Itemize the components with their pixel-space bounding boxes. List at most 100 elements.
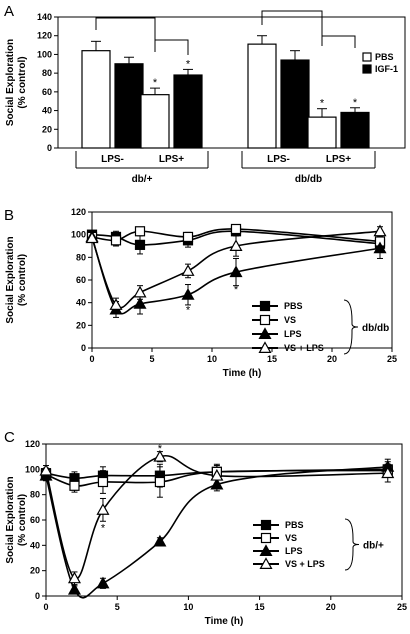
legend-marker	[258, 327, 272, 339]
significance-star: *	[158, 443, 163, 455]
x-tick-label: 0	[89, 354, 94, 364]
subgroup-label: LPS-	[101, 154, 124, 165]
bar	[114, 63, 144, 149]
y-tick-label: 100	[25, 464, 40, 474]
y-axis-title-line: (% control)	[17, 494, 28, 546]
y-axis-title-line: Social Exploration	[5, 236, 16, 323]
subgroup-label: LPS+	[326, 154, 351, 165]
data-point	[96, 503, 110, 515]
y-tick-label: 80	[30, 490, 40, 500]
data-point	[210, 477, 224, 490]
data-point	[229, 265, 243, 278]
y-tick-label: 40	[76, 298, 86, 308]
data-point	[230, 223, 242, 235]
data-point	[381, 466, 395, 479]
legend-label: VS + LPS	[284, 343, 324, 353]
data-point	[181, 264, 195, 276]
bar	[140, 94, 170, 149]
bar	[81, 50, 111, 149]
significance-star: *	[101, 523, 106, 535]
y-tick-label: 120	[25, 439, 40, 449]
y-tick-label: 120	[37, 31, 52, 41]
legend-label: PBS	[375, 52, 394, 62]
y-axis-title-line: (% control)	[17, 56, 28, 108]
bar	[340, 111, 370, 149]
y-tick-label: 140	[37, 12, 52, 22]
data-point	[134, 239, 146, 250]
bar	[307, 116, 337, 149]
y-tick-label: 100	[37, 49, 52, 59]
y-tick-label: 40	[30, 540, 40, 550]
y-tick-label: 80	[42, 68, 52, 78]
data-point	[182, 231, 194, 243]
panel-b: B 0 20 40 60 80 100 120 0 5 10 15 20 25 Time (h) Social…	[4, 207, 397, 379]
legend-label: PBS	[285, 520, 304, 530]
legend-group-label: db/+	[363, 541, 384, 552]
legend-marker	[259, 314, 271, 326]
x-tick-label: 20	[326, 602, 336, 612]
comparison-bracket	[321, 35, 356, 48]
panel-c: C 0 20 40 60 80 100 120 0 5 10 15 20 25 Time (h) Social…	[4, 429, 407, 627]
bar	[173, 74, 203, 149]
legend-marker	[260, 519, 272, 531]
legend-marker	[259, 544, 273, 557]
data-point	[97, 476, 109, 488]
x-tick-label: 20	[327, 354, 337, 364]
data-point	[69, 480, 80, 491]
legend-label: VS	[285, 533, 297, 543]
comparison-bracket	[95, 17, 156, 52]
data-point	[133, 285, 147, 298]
significance-star: *	[153, 77, 158, 89]
x-tick-label: 0	[43, 602, 48, 612]
y-axis-title-line: (% control)	[17, 254, 28, 306]
legend-group-label: db/db	[362, 323, 389, 334]
panel-letter: B	[4, 207, 14, 224]
data-point	[153, 534, 167, 547]
y-tick-label: 20	[30, 566, 40, 576]
x-tick-label: 15	[267, 354, 277, 364]
legend-marker	[258, 341, 272, 353]
panel-letter-a: A	[4, 3, 14, 20]
y-tick-label: 100	[71, 230, 86, 240]
y-tick-label: 60	[42, 87, 52, 97]
panel-letter: C	[4, 429, 15, 446]
y-tick-label: 0	[35, 591, 40, 601]
x-tick-label: 10	[207, 354, 217, 364]
data-point	[96, 576, 110, 589]
legend-marker	[260, 532, 272, 544]
data-point	[153, 449, 167, 462]
y-tick-label: 60	[76, 275, 86, 285]
legend-label: IGF-1	[375, 64, 398, 74]
x-tick-label: 5	[115, 602, 120, 612]
legend-label: LPS	[284, 329, 302, 339]
group-label: db/db	[295, 174, 322, 185]
data-point	[373, 224, 387, 237]
subgroup-label: LPS-	[267, 154, 290, 165]
data-point	[109, 298, 123, 310]
data-point	[134, 226, 146, 237]
y-axis-title-line: Social Exploration	[5, 476, 16, 563]
x-tick-label: 15	[255, 602, 265, 612]
subgroup-label: LPS+	[159, 154, 184, 165]
bar	[280, 59, 310, 149]
series-line	[45, 454, 388, 580]
legend-label: VS	[284, 315, 296, 325]
data-point	[229, 239, 243, 251]
y-axis-title: Social Exploration (% control)	[5, 476, 28, 563]
panel-a: A 0 20 40 60 80 100 120 140 Social Exploration (% …	[4, 3, 406, 185]
data-point	[39, 463, 53, 476]
legend-label: LPS	[285, 546, 303, 556]
data-point	[85, 231, 99, 244]
data-point	[67, 571, 81, 584]
legend-swatch	[362, 64, 372, 74]
y-tick-label: 40	[42, 106, 52, 116]
legend-marker	[259, 300, 271, 312]
significance-star: *	[186, 304, 191, 316]
data-point	[110, 235, 122, 246]
x-tick-label: 25	[387, 354, 397, 364]
plot-frame	[57, 16, 406, 149]
y-axis-title-line: Social Exploration	[5, 39, 16, 126]
bar	[247, 43, 277, 149]
y-tick-label: 0	[81, 343, 86, 353]
